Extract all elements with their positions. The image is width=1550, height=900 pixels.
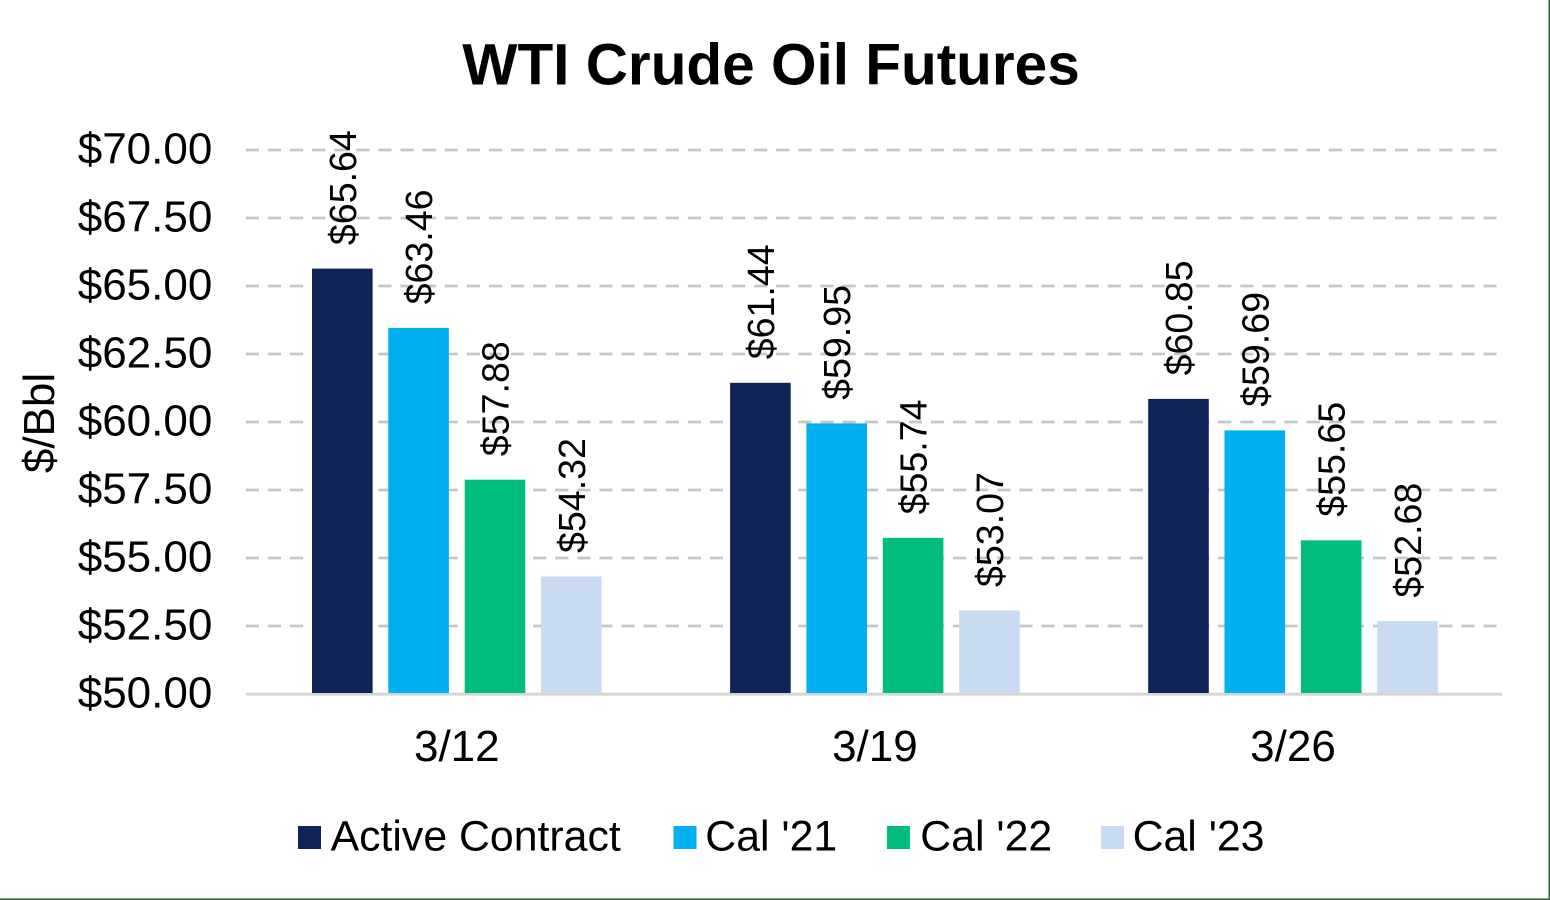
svg-text:3/12: 3/12	[414, 722, 500, 771]
svg-text:$53.07: $53.07	[969, 472, 1011, 587]
svg-text:$67.50: $67.50	[78, 193, 213, 242]
svg-text:$57.88: $57.88	[475, 341, 517, 456]
svg-text:$59.95: $59.95	[816, 285, 858, 400]
svg-text:$50.00: $50.00	[78, 669, 213, 718]
svg-text:3/26: 3/26	[1250, 722, 1336, 771]
svg-text:$52.50: $52.50	[78, 601, 213, 650]
svg-text:$65.00: $65.00	[78, 261, 213, 310]
svg-text:$59.69: $59.69	[1234, 292, 1276, 407]
svg-text:Cal '21: Cal '21	[705, 813, 837, 861]
svg-text:$60.85: $60.85	[1158, 260, 1200, 375]
svg-text:$55.74: $55.74	[893, 399, 935, 514]
svg-text:$61.44: $61.44	[740, 244, 782, 359]
svg-text:Cal '23: Cal '23	[1133, 813, 1265, 861]
svg-text:$63.46: $63.46	[398, 189, 440, 304]
svg-text:$70.00: $70.00	[78, 125, 213, 174]
svg-text:$60.00: $60.00	[78, 397, 213, 446]
svg-text:$57.50: $57.50	[78, 465, 213, 514]
svg-text:$55.65: $55.65	[1311, 402, 1353, 517]
svg-text:$62.50: $62.50	[78, 329, 213, 378]
svg-text:$55.00: $55.00	[78, 533, 213, 582]
svg-text:$/Bbl: $/Bbl	[15, 373, 64, 473]
svg-text:Active Contract: Active Contract	[331, 813, 621, 861]
svg-text:$52.68: $52.68	[1387, 483, 1429, 598]
svg-text:$54.32: $54.32	[551, 438, 593, 553]
svg-text:WTI Crude Oil Futures: WTI Crude Oil Futures	[462, 33, 1080, 98]
svg-text:Cal '22: Cal '22	[920, 813, 1052, 861]
svg-text:3/19: 3/19	[832, 722, 918, 771]
svg-text:$65.64: $65.64	[322, 130, 364, 245]
